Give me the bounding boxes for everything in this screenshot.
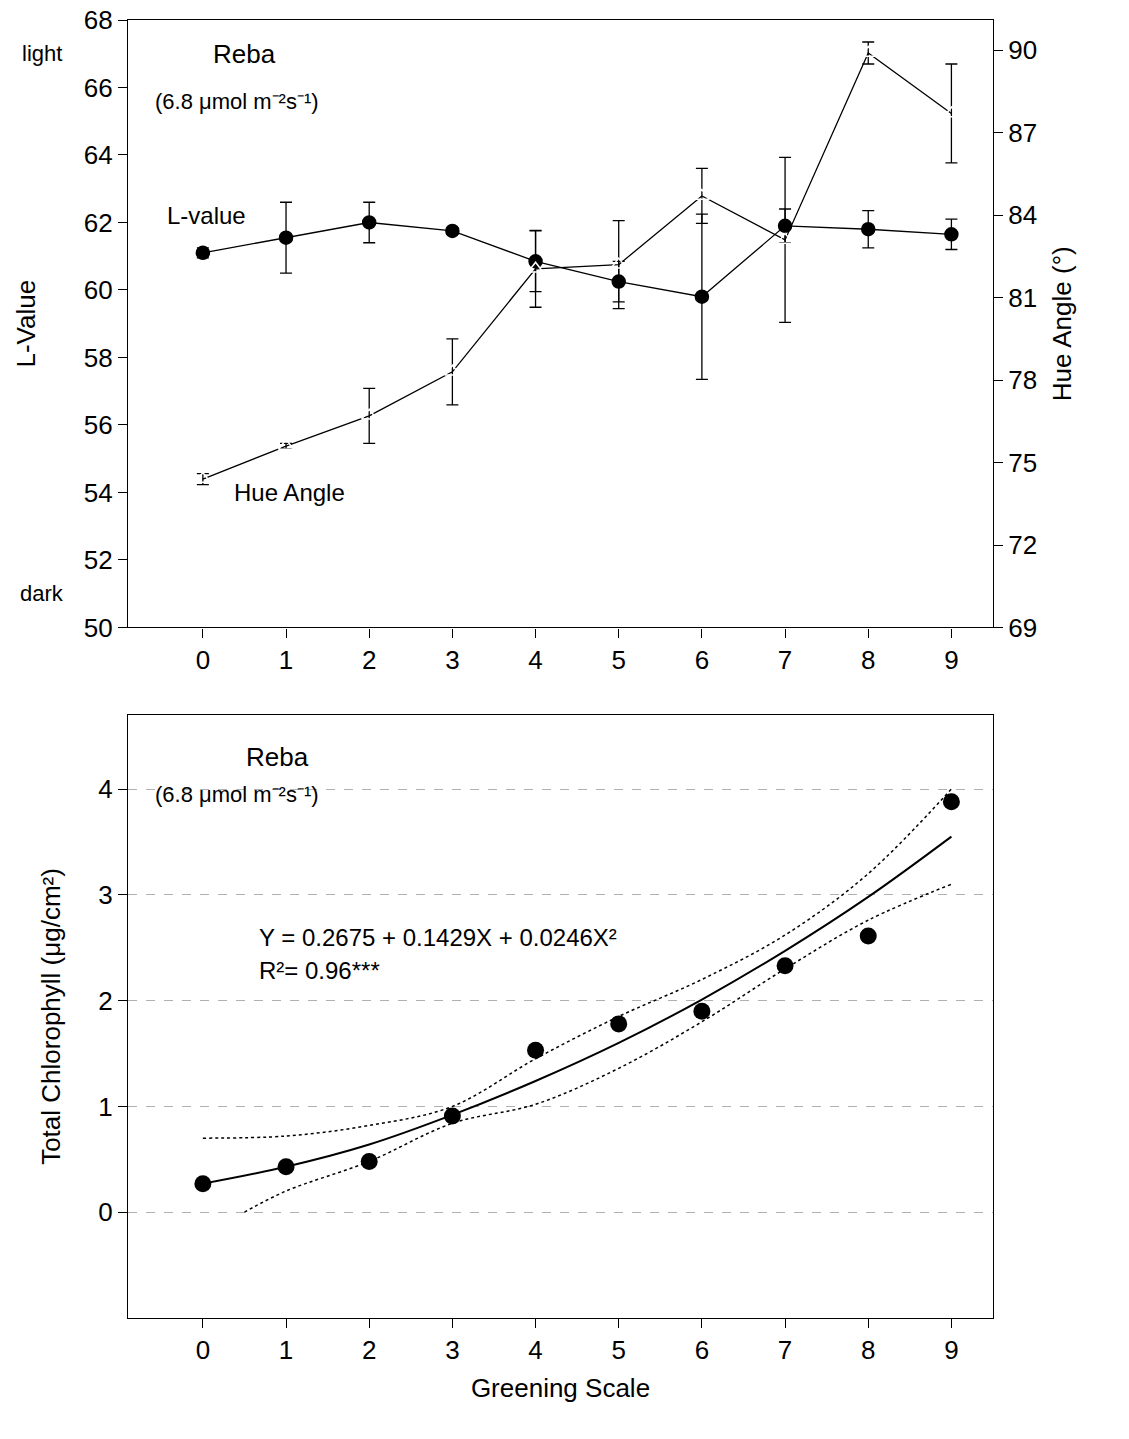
- svg-text:5: 5: [611, 1335, 625, 1365]
- svg-text:50: 50: [84, 613, 113, 643]
- svg-text:8: 8: [861, 1335, 875, 1365]
- svg-text:66: 66: [84, 73, 113, 103]
- svg-text:8: 8: [861, 645, 875, 675]
- svg-text:9: 9: [944, 645, 958, 675]
- svg-text:64: 64: [84, 140, 113, 170]
- svg-text:87: 87: [1008, 118, 1037, 148]
- svg-text:54: 54: [84, 478, 113, 508]
- svg-text:2: 2: [362, 645, 376, 675]
- svg-text:Reba: Reba: [213, 39, 276, 69]
- svg-text:3: 3: [445, 645, 459, 675]
- svg-text:62: 62: [84, 208, 113, 238]
- svg-text:9: 9: [944, 1335, 958, 1365]
- svg-text:1: 1: [279, 1335, 293, 1365]
- svg-text:1: 1: [279, 645, 293, 675]
- svg-text:Greening Scale: Greening Scale: [471, 1373, 650, 1403]
- svg-text:dark: dark: [20, 581, 64, 606]
- svg-text:4: 4: [528, 1335, 542, 1365]
- svg-text:light: light: [22, 41, 62, 66]
- svg-text:2: 2: [98, 986, 112, 1016]
- svg-text:L-value: L-value: [167, 202, 246, 229]
- svg-text:(6.8 μmol m⁻²s⁻¹): (6.8 μmol m⁻²s⁻¹): [155, 782, 319, 807]
- svg-text:4: 4: [98, 774, 112, 804]
- svg-text:7: 7: [778, 645, 792, 675]
- svg-text:75: 75: [1008, 448, 1037, 478]
- svg-text:5: 5: [611, 645, 625, 675]
- svg-text:3: 3: [445, 1335, 459, 1365]
- svg-text:78: 78: [1008, 365, 1037, 395]
- svg-text:R²= 0.96***: R²= 0.96***: [259, 957, 380, 984]
- svg-text:6: 6: [695, 1335, 709, 1365]
- svg-text:Y = 0.2675 + 0.1429X + 0.0246X: Y = 0.2675 + 0.1429X + 0.0246X²: [259, 924, 617, 951]
- svg-text:1: 1: [98, 1091, 112, 1121]
- svg-text:72: 72: [1008, 530, 1037, 560]
- svg-text:69: 69: [1008, 613, 1037, 643]
- svg-text:Reba: Reba: [246, 742, 309, 772]
- svg-text:68: 68: [84, 5, 113, 35]
- svg-text:81: 81: [1008, 283, 1037, 313]
- svg-text:4: 4: [528, 645, 542, 675]
- svg-text:Hue Angle (°): Hue Angle (°): [1047, 246, 1077, 401]
- svg-text:3: 3: [98, 880, 112, 910]
- svg-text:7: 7: [778, 1335, 792, 1365]
- svg-text:52: 52: [84, 545, 113, 575]
- svg-text:0: 0: [196, 1335, 210, 1365]
- svg-text:0: 0: [196, 645, 210, 675]
- svg-text:90: 90: [1008, 35, 1037, 65]
- svg-text:60: 60: [84, 275, 113, 305]
- svg-text:L-Value: L-Value: [11, 280, 41, 368]
- svg-text:58: 58: [84, 343, 113, 373]
- svg-text:56: 56: [84, 410, 113, 440]
- svg-text:2: 2: [362, 1335, 376, 1365]
- svg-text:(6.8 μmol m⁻²s⁻¹): (6.8 μmol m⁻²s⁻¹): [155, 89, 319, 114]
- svg-text:6: 6: [695, 645, 709, 675]
- svg-text:Hue Angle: Hue Angle: [234, 479, 345, 506]
- svg-text:84: 84: [1008, 200, 1037, 230]
- svg-text:0: 0: [98, 1197, 112, 1227]
- svg-text:Total Chlorophyll (μg/cm²): Total Chlorophyll (μg/cm²): [36, 868, 66, 1165]
